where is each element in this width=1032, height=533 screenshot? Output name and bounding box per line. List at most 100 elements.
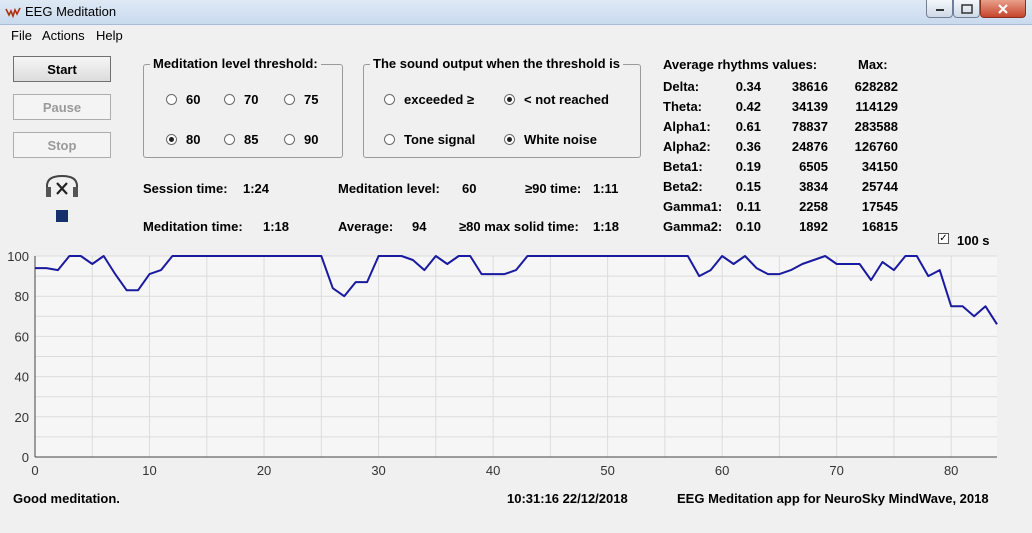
session-time-label: Session time: <box>143 181 228 196</box>
ge80-solid-time-label: ≥80 max solid time: <box>459 219 579 234</box>
menu-file[interactable]: File <box>11 28 32 43</box>
rhythm-name-cell: Beta1: <box>663 159 703 174</box>
ge90-time-label: ≥90 time: <box>525 181 582 196</box>
radio-threshold-85[interactable]: 85 <box>224 132 258 147</box>
y-tick-label: 80 <box>15 289 29 304</box>
rhythm-avg-cell: 3834 <box>799 179 828 194</box>
rhythm-name-cell: Theta: <box>663 99 702 114</box>
radio-tone-signal[interactable]: Tone signal <box>384 132 475 147</box>
rhythm-rel-cell: 0.36 <box>735 139 761 154</box>
sound-output-group: The sound output when the threshold is e… <box>363 56 641 158</box>
average-label: Average: <box>338 219 394 234</box>
rhythm-avg-cell: 78837 <box>791 119 828 134</box>
status-credit: EEG Meditation app for NeuroSky MindWave… <box>677 491 989 506</box>
window-title: EEG Meditation <box>25 4 117 19</box>
minimize-icon <box>935 8 944 11</box>
rhythm-avg-cell: 24876 <box>791 139 828 154</box>
radio-white-noise[interactable]: White noise <box>504 132 597 147</box>
rhythms-header: Average rhythms values: <box>663 57 818 72</box>
meditation-time-value: 1:18 <box>263 219 290 234</box>
threshold-label: Meditation level threshold: <box>150 56 321 71</box>
radio-threshold-75[interactable]: 75 <box>284 92 318 107</box>
rhythm-name-cell: Alpha1: <box>663 119 711 134</box>
radio-threshold-90[interactable]: 90 <box>284 132 318 147</box>
x-tick-label: 20 <box>257 463 271 478</box>
menu-actions[interactable]: Actions <box>42 28 85 43</box>
rhythm-max-cell: 114129 <box>855 99 898 114</box>
stop-button[interactable]: Stop <box>13 132 111 158</box>
rhythm-name-cell: Beta2: <box>663 179 703 194</box>
rhythm-rel-cell: 0.61 <box>735 119 761 134</box>
rhythm-rel-cell: 0.15 <box>735 179 761 194</box>
rhythm-max-cell: 126760 <box>854 139 898 154</box>
app-icon <box>5 7 21 19</box>
rhythm-rel-cell: 0.11 <box>736 199 761 214</box>
status-datetime: 10:31:16 22/12/2018 <box>507 491 628 506</box>
rhythm-avg-cell: 38616 <box>791 79 828 94</box>
rhythm-avg-cell: 6505 <box>799 159 828 174</box>
rhythm-max-cell: 283588 <box>854 119 898 134</box>
x-tick-label: 60 <box>715 463 729 478</box>
rhythm-rel-cell: 0.10 <box>735 219 761 234</box>
rhythm-name-cell: Gamma2: <box>663 219 723 234</box>
radio-exceeded[interactable]: exceeded ≥ <box>384 92 474 107</box>
rhythm-name-cell: Delta: <box>663 79 700 94</box>
radio-threshold-70[interactable]: 70 <box>224 92 258 107</box>
window-100s-checkbox[interactable]: ✓ <box>938 233 949 244</box>
headset-icon <box>46 174 78 197</box>
rhythm-max-cell: 16815 <box>861 219 898 234</box>
rhythm-name-cell: Gamma1: <box>663 199 723 214</box>
title-bar: EEG Meditation <box>0 0 1032 25</box>
rhythm-max-cell: 34150 <box>861 159 898 174</box>
average-value: 94 <box>412 219 427 234</box>
status-square-icon <box>56 210 68 222</box>
meditation-time-label: Meditation time: <box>143 219 243 234</box>
meditation-series-line <box>35 255 998 325</box>
meditation-chart: 0 20 40 60 80 100 0 10 20 30 40 50 60 70 80 <box>7 252 998 478</box>
rhythm-rel-cell: 0.42 <box>735 99 761 114</box>
pause-button[interactable]: Pause <box>13 94 111 120</box>
x-tick-label: 50 <box>600 463 614 478</box>
rhythm-avg-cell: 34139 <box>791 99 828 114</box>
rhythm-max-cell: 17545 <box>861 199 898 214</box>
rhythm-name-cell: Alpha2: <box>663 139 711 154</box>
radio-not-reached[interactable]: < not reached <box>504 92 609 107</box>
rhythm-max-cell: 628282 <box>854 79 898 94</box>
x-tick-label: 0 <box>31 463 38 478</box>
status-message: Good meditation. <box>13 491 120 506</box>
window-100s-label: 100 s <box>957 233 990 248</box>
minimize-button[interactable] <box>926 0 953 18</box>
sound-output-label: The sound output when the threshold is <box>370 56 623 71</box>
y-tick-label: 100 <box>7 252 29 264</box>
threshold-group: Meditation level threshold: 60 70 75 80 … <box>143 56 343 158</box>
ge90-time-value: 1:11 <box>593 181 619 196</box>
meditation-level-label: Meditation level: <box>338 181 440 196</box>
meditation-level-value: 60 <box>462 181 477 196</box>
y-tick-label: 0 <box>22 450 29 465</box>
radio-threshold-60[interactable]: 60 <box>166 92 200 107</box>
radio-threshold-80[interactable]: 80 <box>166 132 200 147</box>
y-tick-label: 40 <box>15 370 29 385</box>
menu-help[interactable]: Help <box>96 28 123 43</box>
close-icon <box>998 3 1008 14</box>
x-tick-label: 40 <box>486 463 500 478</box>
start-button[interactable]: Start <box>13 56 111 82</box>
maximize-icon <box>960 3 973 14</box>
rhythm-max-cell: 25744 <box>861 179 898 194</box>
x-tick-label: 70 <box>829 463 843 478</box>
menu-bar: File Actions Help <box>0 25 1032 45</box>
x-tick-label: 10 <box>142 463 156 478</box>
y-tick-label: 60 <box>15 329 29 344</box>
rhythm-rel-cell: 0.34 <box>735 79 761 94</box>
maximize-button[interactable] <box>953 0 980 18</box>
rhythm-rel-cell: 0.19 <box>735 159 761 174</box>
rhythm-avg-cell: 2258 <box>799 199 828 214</box>
close-button[interactable] <box>980 0 1026 18</box>
y-tick-label: 20 <box>15 410 29 425</box>
x-tick-label: 80 <box>944 463 958 478</box>
rhythms-max-header: Max: <box>858 57 888 72</box>
rhythm-avg-cell: 1892 <box>799 219 828 234</box>
session-time-value: 1:24 <box>243 181 270 196</box>
ge80-solid-time-value: 1:18 <box>593 219 620 234</box>
x-tick-label: 30 <box>371 463 385 478</box>
